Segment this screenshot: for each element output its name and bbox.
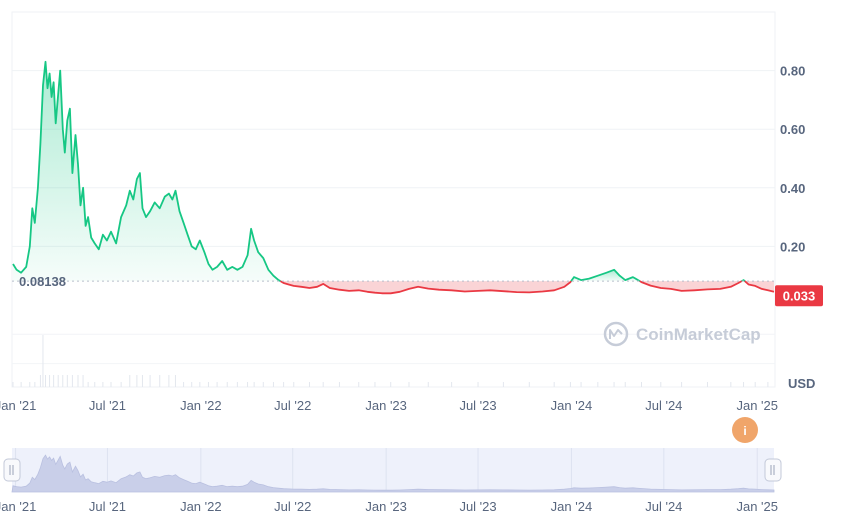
info-marker[interactable]: i xyxy=(732,417,758,443)
x-tick-label: Jan '24 xyxy=(551,398,593,413)
x-tick-label: Jul '22 xyxy=(274,398,311,413)
plot-frame xyxy=(11,11,776,388)
navigator-tick-label: Jan '24 xyxy=(551,499,593,514)
reference-price-label: 0.08138 xyxy=(19,274,66,289)
navigator-tick-label: Jul '23 xyxy=(459,499,496,514)
watermark-text: CoinMarketCap xyxy=(636,325,761,344)
x-tick-label: Jul '24 xyxy=(645,398,682,413)
y-tick-label: 0.40 xyxy=(780,181,805,196)
y-tick-label: 0.20 xyxy=(780,239,805,254)
navigator-tick-label: Jul '22 xyxy=(274,499,311,514)
navigator-tick-label: Jan '23 xyxy=(365,499,407,514)
x-tick-label: Jan '25 xyxy=(736,398,778,413)
y-tick-label: 0.60 xyxy=(780,122,805,137)
y-axis-unit: USD xyxy=(788,376,815,391)
area-above-reference xyxy=(13,61,281,282)
volume-bars xyxy=(12,335,769,387)
navigator-tick-label: Jan '25 xyxy=(736,499,778,514)
info-icon: i xyxy=(743,424,746,438)
navigator[interactable] xyxy=(3,448,782,493)
line-above-reference xyxy=(12,60,281,282)
navigator-tick-label: Jul '24 xyxy=(645,499,682,514)
current-price-label: 0.033 xyxy=(783,288,816,303)
current-price-tag: 0.033 xyxy=(775,285,823,307)
navigator-tick-label: Jan '22 xyxy=(180,499,222,514)
coinmarketcap-logo-icon xyxy=(603,321,629,347)
price-line xyxy=(12,60,775,295)
navigator-x-axis: Jan '21 Jul '21 Jan '22 Jul '22 Jan '23 Jul '… xyxy=(0,499,778,514)
x-tick-label: Jul '23 xyxy=(459,398,496,413)
navigator-tick-label: Jul '21 xyxy=(89,499,126,514)
line-below-reference xyxy=(279,280,572,295)
line-below-reference xyxy=(744,280,775,293)
line-above-reference xyxy=(570,268,641,282)
x-tick-label: Jan '23 xyxy=(365,398,407,413)
line-below-reference xyxy=(639,280,743,292)
x-tick-label: Jul '21 xyxy=(89,398,126,413)
x-tick-label: Jan '22 xyxy=(180,398,222,413)
x-axis: Jan '21 Jul '21 Jan '22 Jul '22 Jan '23 Jul '… xyxy=(0,398,778,413)
navigator-handle-right[interactable] xyxy=(764,458,782,482)
navigator-series xyxy=(11,454,775,493)
navigator-handle-left[interactable] xyxy=(3,458,21,482)
navigator-tick-label: Jan '21 xyxy=(0,499,36,514)
watermark: CoinMarketCap xyxy=(603,321,761,347)
y-tick-label: 0.80 xyxy=(780,64,805,79)
y-axis: 0.20 0.40 0.60 0.80 xyxy=(780,64,805,255)
x-tick-label: Jan '21 xyxy=(0,398,36,413)
